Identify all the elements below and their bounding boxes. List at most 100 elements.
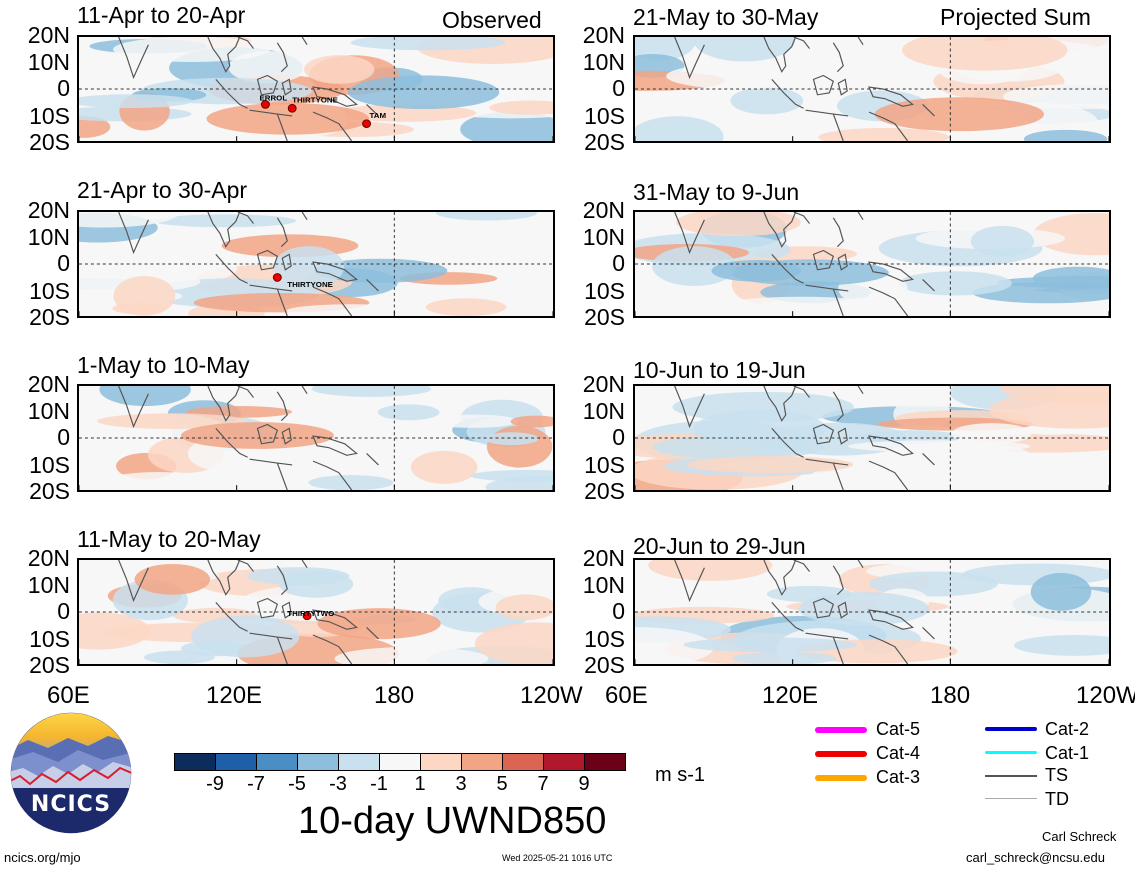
lat-label: 10N <box>582 572 625 598</box>
lat-label: 20S <box>584 652 625 678</box>
storm-label: TAM <box>370 111 387 120</box>
colorbar-swatch <box>543 753 585 771</box>
colorbar-swatch <box>502 753 544 771</box>
legend-swatch-cat2 <box>985 727 1037 731</box>
wind-anomaly-map: THIRTYONE <box>79 212 553 316</box>
panel-title: 11-Apr to 20-Apr <box>77 2 246 28</box>
ncics-logo-icon <box>9 711 133 835</box>
lat-label: 20S <box>29 304 70 330</box>
storm-label: THIRTYONE <box>287 280 333 289</box>
wind-anomaly-map: ERROL THIRTYONE TAM <box>79 37 553 141</box>
map-panel <box>633 384 1111 492</box>
lat-label: 20N <box>27 197 70 223</box>
map-panel: THIRTYONE <box>77 210 555 318</box>
colorbar-tick-label: -5 <box>288 773 306 795</box>
colorbar-tick-label: 7 <box>537 773 549 795</box>
lat-label: 20S <box>584 478 625 504</box>
legend-label-ts: TS <box>1045 765 1069 785</box>
colorbar-tick-label: 9 <box>578 773 590 795</box>
colorbar-swatch <box>215 753 257 771</box>
lat-label: 0 <box>612 598 625 624</box>
colorbar-swatch <box>420 753 462 771</box>
storm-marker <box>287 103 297 113</box>
lon-label: 60E <box>605 682 648 709</box>
colorbar-swatch <box>174 753 216 771</box>
panel-title: 31-May to 9-Jun <box>633 179 800 205</box>
storm-label: THIRTYTWO <box>287 609 334 618</box>
lat-label: 10S <box>29 278 70 304</box>
lon-label: 60E <box>47 682 90 709</box>
lat-label: 0 <box>57 598 70 624</box>
lat-label: 10S <box>29 626 70 652</box>
map-panel: ERROL THIRTYONE TAM <box>77 35 555 143</box>
colorbar-swatch <box>338 753 380 771</box>
colorbar-tick-label: -1 <box>370 773 388 795</box>
lat-label: 10N <box>582 398 625 424</box>
lat-label: 20N <box>27 22 70 48</box>
wind-anomaly-map <box>79 386 553 490</box>
colorbar-tick-label: 3 <box>455 773 467 795</box>
lat-label: 0 <box>57 424 70 450</box>
lat-label: 10S <box>584 278 625 304</box>
lat-label: 10S <box>29 103 70 129</box>
map-panel: THIRTYTWO <box>77 558 555 666</box>
lat-label: 0 <box>612 75 625 101</box>
map-panel <box>633 558 1111 666</box>
map-panel <box>633 35 1111 143</box>
lat-label: 20N <box>582 22 625 48</box>
colorbar-tick-label: -3 <box>329 773 347 795</box>
panel-title: 21-May to 30-May <box>633 4 819 30</box>
lat-label: 20S <box>29 129 70 155</box>
lat-label: 10S <box>584 103 625 129</box>
lat-label: 20N <box>582 197 625 223</box>
panel-title: 21-Apr to 30-Apr <box>77 177 248 203</box>
legend-label-cat3: Cat-3 <box>876 767 921 787</box>
colorbar-swatch <box>256 753 298 771</box>
wind-anomaly-map <box>635 37 1109 141</box>
lat-label: 10N <box>27 572 70 598</box>
legend-swatch-td <box>985 798 1037 799</box>
lat-label: 20N <box>27 545 70 571</box>
ncics-logo: NCICS <box>8 710 134 836</box>
legend-label-td: TD <box>1045 789 1069 809</box>
footer-author: Carl Schreck <box>1042 829 1117 844</box>
storm-marker <box>272 273 282 282</box>
lat-label: 10N <box>582 49 625 75</box>
lat-label: 20S <box>29 478 70 504</box>
footer-email: carl_schreck@ncsu.edu <box>966 850 1105 865</box>
wind-anomaly-map: THIRTYTWO <box>79 560 553 664</box>
lat-label: 10N <box>27 398 70 424</box>
lon-label: 120E <box>762 682 819 709</box>
lat-label: 10N <box>27 224 70 250</box>
colorbar-swatch <box>461 753 503 771</box>
storm-marker <box>302 611 312 621</box>
lat-label: 20N <box>27 371 70 397</box>
footer-timestamp: Wed 2025-05-21 1016 UTC <box>502 853 613 863</box>
lat-label: 20S <box>29 652 70 678</box>
lon-label: 180 <box>930 682 971 709</box>
colorbar-units: m s-1 <box>655 764 705 786</box>
legend-swatch-cat3 <box>815 775 867 781</box>
footer-url: ncics.org/mjo <box>4 850 81 865</box>
lat-label: 10S <box>584 452 625 478</box>
lat-label: 0 <box>57 250 70 276</box>
legend-label-cat2: Cat-2 <box>1045 719 1090 739</box>
lat-label: 20N <box>582 545 625 571</box>
lat-label: 10N <box>582 224 625 250</box>
lat-label: 0 <box>612 424 625 450</box>
lat-label: 0 <box>612 250 625 276</box>
lon-label: 180 <box>374 682 415 709</box>
observed-label: Observed <box>442 7 542 33</box>
projected-label: Projected Sum <box>940 4 1091 30</box>
storm-label: THIRTYONE <box>292 96 338 105</box>
legend-label-cat5: Cat-5 <box>876 719 921 739</box>
lat-label: 20S <box>584 304 625 330</box>
panel-title: 20-Jun to 29-Jun <box>633 533 806 559</box>
panel-title: 11-May to 20-May <box>77 526 261 552</box>
colorbar-tick-label: -7 <box>247 773 265 795</box>
storm-label: ERROL <box>259 94 287 103</box>
colorbar-title: 10-day UWND850 <box>298 800 607 842</box>
lat-label: 10S <box>584 626 625 652</box>
legend-label-cat4: Cat-4 <box>876 743 921 763</box>
lat-label: 20N <box>582 371 625 397</box>
